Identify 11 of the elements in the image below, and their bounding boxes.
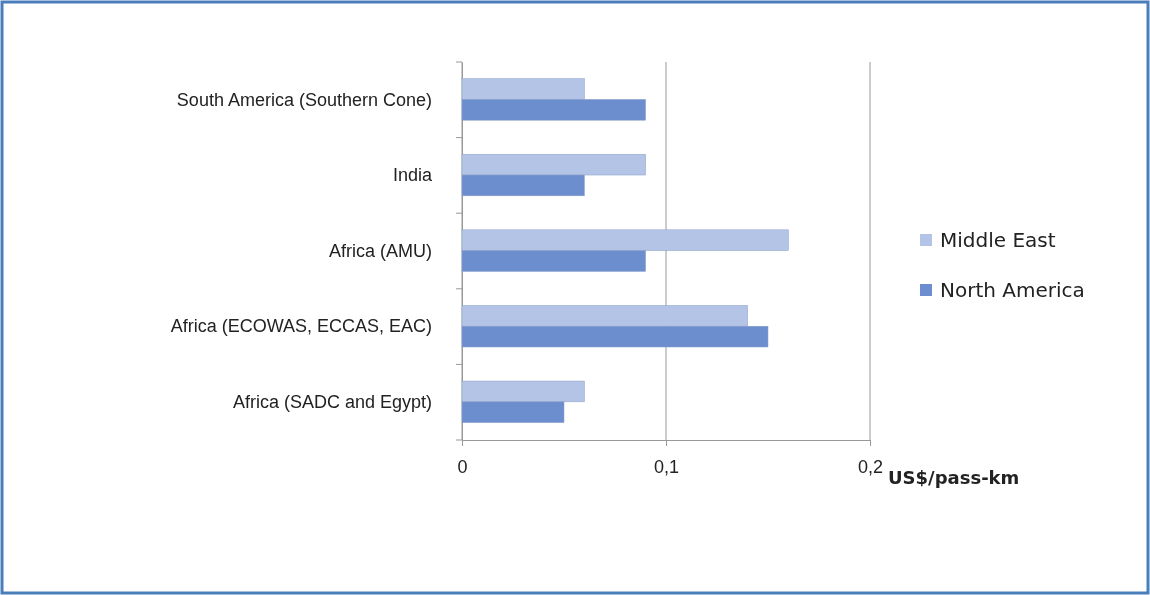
y-tick-label: South America (Southern Cone) [176,89,432,110]
legend-label: Middle East [940,228,1056,252]
x-tick-label: 0 [457,456,468,477]
x-axis-title: US$/pass-km [888,467,1020,488]
y-tick-label: Africa (ECOWAS, ECCAS, EAC) [170,316,432,337]
y-tick-label: Africa (AMU) [329,240,432,261]
y-tick-label: Africa (SADC and Egypt) [232,391,432,412]
x-tick-label: 0,1 [653,456,680,477]
x-tick-label: 0,2 [857,456,884,477]
y-tick-label: India [392,165,433,186]
legend-label: North America [940,278,1085,302]
